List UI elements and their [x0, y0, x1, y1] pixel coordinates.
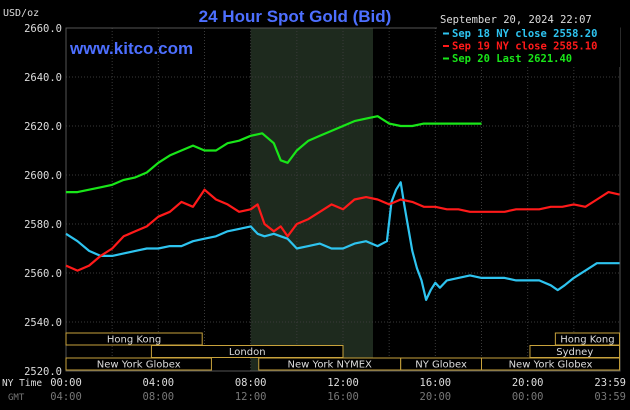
y-tick-label: 2520.0	[24, 366, 62, 378]
session-label: Hong Kong	[560, 335, 614, 346]
session-label: New York Globex	[509, 360, 593, 371]
session-bar: Sydney	[529, 345, 621, 358]
y-tick-label: 2540.0	[24, 317, 62, 329]
chart-title: 24 Hour Spot Gold (Bid)	[199, 7, 392, 26]
series-line-3	[66, 115, 482, 194]
y-tick-label: 2580.0	[24, 219, 62, 231]
gmt-tick-label: 03:59	[594, 391, 626, 403]
session-bar: New York NYMEX	[258, 357, 402, 371]
plot-frame	[65, 27, 621, 372]
session-bar: Hong Kong	[554, 332, 621, 346]
ny-tick-label: 20:00	[512, 377, 544, 389]
session-highlight-band	[250, 28, 374, 371]
timestamp: September 20, 2024 22:07	[440, 14, 592, 26]
session-label: London	[229, 347, 266, 358]
gmt-tick-label: 00:00	[512, 391, 544, 403]
market-sessions: Hong Kong Hong Kong London Sydney New York G…	[65, 332, 621, 371]
y-tick-label: 2560.0	[24, 268, 62, 280]
x-axis: 00:00 04:00 04:00 08:00 08:00 12:00 12:00 16:00…	[50, 377, 626, 403]
ny-time-label: NY Time	[2, 378, 42, 389]
session-bar: New York Globex	[65, 357, 212, 371]
gmt-label: GMT	[8, 393, 25, 403]
ny-tick-label: 12:00	[327, 377, 359, 389]
series-lines	[65, 115, 620, 301]
y-tick-label: 2600.0	[24, 170, 62, 182]
session-label: Sydney	[556, 347, 593, 358]
session-bar: New York Globex	[481, 357, 621, 371]
gmt-tick-label: 12:00	[235, 391, 267, 403]
ny-tick-label: 04:00	[143, 377, 175, 389]
session-box	[65, 332, 203, 346]
session-bar: NY Globex	[400, 357, 483, 371]
legend-entry: Sep 18 NY close 2558.20	[452, 28, 597, 40]
ny-tick-label: 16:00	[420, 377, 452, 389]
legend-box	[437, 27, 620, 67]
ny-tick-label: 23:59	[594, 377, 626, 389]
session-label: New York NYMEX	[288, 360, 373, 371]
series-line-2	[65, 188, 620, 272]
session-box	[481, 357, 621, 371]
gmt-tick-label: 08:00	[143, 391, 175, 403]
ny-tick-label: 08:00	[235, 377, 267, 389]
session-label: New York Globex	[97, 360, 181, 371]
y-tick-label: 2640.0	[24, 72, 62, 84]
y-axis: 2520.0 2540.0 2560.0 2580.0 2600.0 2620.0 2640…	[24, 23, 62, 378]
gmt-tick-label: 16:00	[327, 391, 359, 403]
site-watermark: www.kitco.com	[69, 39, 193, 58]
session-bar: London	[150, 345, 344, 358]
y-tick-label: 2620.0	[24, 121, 62, 133]
ny-tick-label: 00:00	[50, 377, 82, 389]
grid	[65, 27, 621, 372]
legend-entry: Sep 20 Last 2621.40	[452, 53, 572, 65]
session-label: Hong Kong	[107, 335, 161, 346]
gmt-tick-label: 20:00	[420, 391, 452, 403]
series-line-1	[65, 181, 620, 301]
y-unit-label: USD/oz	[3, 8, 39, 19]
session-box	[65, 357, 212, 371]
legend-entry: Sep 19 NY close 2585.10	[452, 41, 597, 53]
session-box	[150, 345, 344, 358]
y-tick-label: 2660.0	[24, 23, 62, 35]
session-bar: Hong Kong	[65, 332, 203, 346]
gmt-tick-label: 04:00	[50, 391, 82, 403]
session-label: NY Globex	[415, 360, 467, 371]
